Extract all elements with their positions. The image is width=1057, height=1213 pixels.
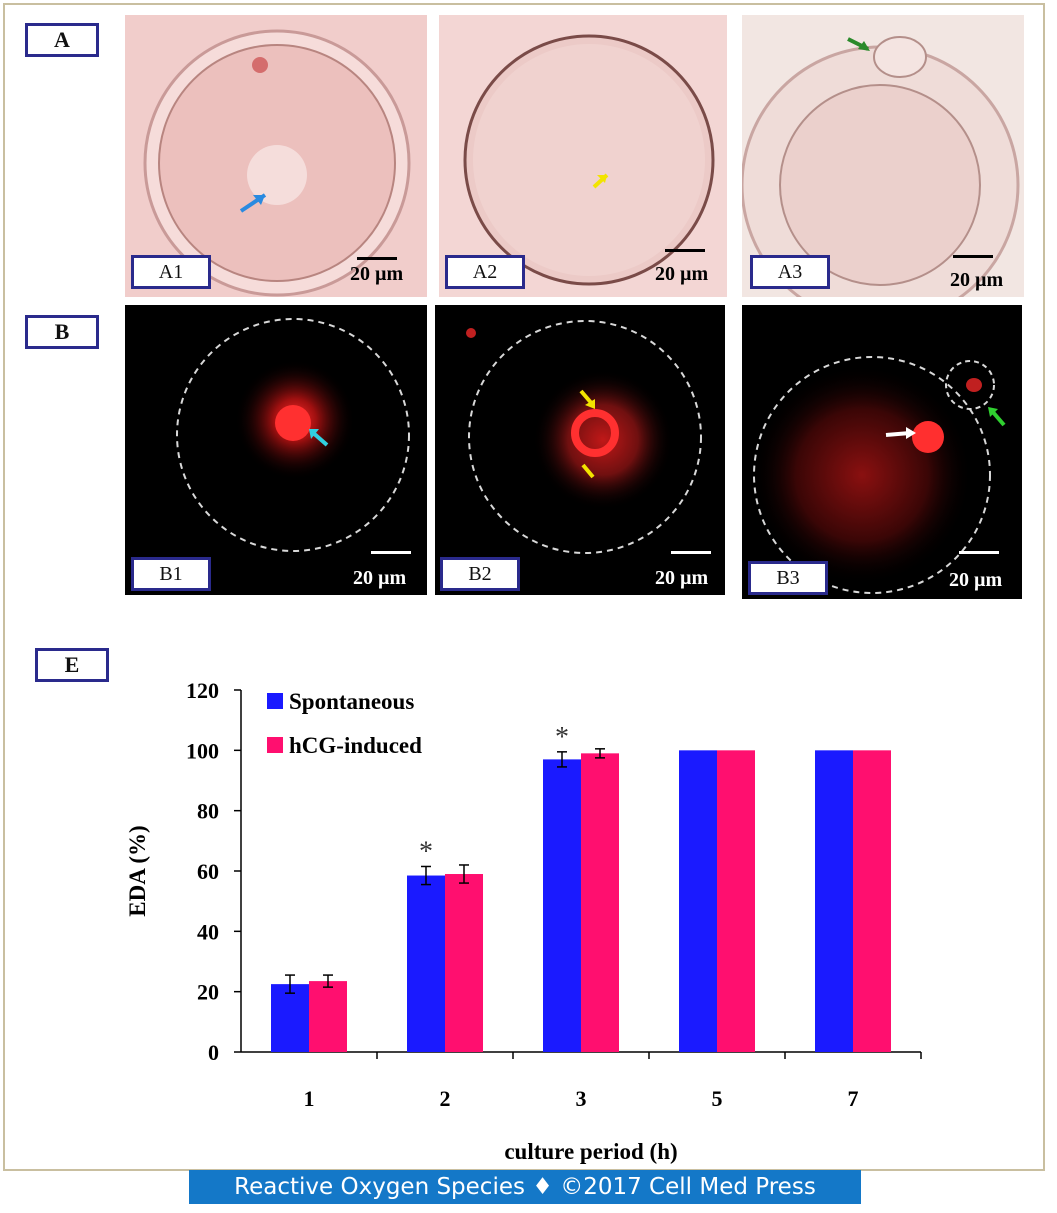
- bar-spontaneous: [271, 984, 309, 1052]
- y-tick-label: 60: [197, 859, 219, 884]
- x-tick-label: 5: [712, 1086, 723, 1111]
- b3-scale-bar: [959, 551, 999, 554]
- bar-spontaneous: [815, 750, 853, 1052]
- oocyte-image-a2: [439, 15, 727, 297]
- bar-hcg-induced: [853, 750, 891, 1052]
- y-tick-label: 20: [197, 980, 219, 1005]
- a2-scale: 20 µm: [655, 263, 709, 285]
- b1-label: B1: [131, 557, 211, 591]
- x-tick-label: 1: [304, 1086, 315, 1111]
- a1-scale: 20 µm: [350, 263, 404, 285]
- panel-a-label: A: [25, 23, 99, 57]
- legend-swatch: [267, 737, 283, 753]
- a3-scale-bar: [953, 255, 993, 258]
- eda-bar-chart: 0 20 40 60 80 100 120 1 2 * 3 * 5 7 culture period (h)…: [125, 678, 922, 1164]
- b3-scale: 20 µm: [949, 569, 1003, 591]
- legend-swatch: [267, 693, 283, 709]
- panel-e-label: E: [35, 648, 109, 682]
- b1-scale: 20 µm: [353, 567, 407, 589]
- x-tick-label: 7: [848, 1086, 859, 1111]
- b2-scale: 20 µm: [655, 567, 709, 589]
- bar-hcg-induced: [581, 753, 619, 1052]
- significance-marker: *: [419, 836, 433, 867]
- y-tick-label: 40: [197, 919, 219, 944]
- a2-label: A2: [445, 255, 525, 289]
- b1-scale-bar: [371, 551, 411, 554]
- y-tick-label: 0: [208, 1040, 219, 1065]
- y-axis-label: EDA (%): [125, 825, 150, 916]
- a1-label: A1: [131, 255, 211, 289]
- a3-scale: 20 µm: [950, 269, 1004, 291]
- a1-scale-bar: [357, 257, 397, 260]
- y-tick-label: 80: [197, 799, 219, 824]
- y-tick-label: 100: [186, 738, 219, 763]
- fluorescence-image-b3: [742, 305, 1022, 599]
- b2-scale-bar: [671, 551, 711, 554]
- b2-label: B2: [440, 557, 520, 591]
- fluorescence-image-b1: [125, 305, 427, 595]
- a2-scale-bar: [665, 249, 705, 252]
- oocyte-image-a3: [742, 15, 1024, 297]
- bar-hcg-induced: [717, 750, 755, 1052]
- fluorescence-image-b2: [435, 305, 725, 595]
- figure-frame: A A1 20 µm A2 20 µm: [3, 3, 1045, 1171]
- bar-spontaneous: [679, 750, 717, 1052]
- a3-label: A3: [750, 255, 830, 289]
- legend-label: Spontaneous: [289, 689, 414, 714]
- oocyte-image-a1: [125, 15, 427, 297]
- footer-banner: Reactive Oxygen Species ♦ ©2017 Cell Med…: [189, 1170, 861, 1204]
- y-tick-label: 120: [186, 678, 219, 703]
- bar-hcg-induced: [445, 874, 483, 1052]
- legend-label: hCG-induced: [289, 733, 422, 758]
- x-axis-label: culture period (h): [504, 1139, 677, 1164]
- significance-marker: *: [555, 722, 569, 753]
- b3-label: B3: [748, 561, 828, 595]
- bar-spontaneous: [407, 875, 445, 1052]
- x-tick-label: 2: [440, 1086, 451, 1111]
- bar-hcg-induced: [309, 981, 347, 1052]
- panel-b-label: B: [25, 315, 99, 349]
- bar-spontaneous: [543, 759, 581, 1052]
- x-tick-label: 3: [576, 1086, 587, 1111]
